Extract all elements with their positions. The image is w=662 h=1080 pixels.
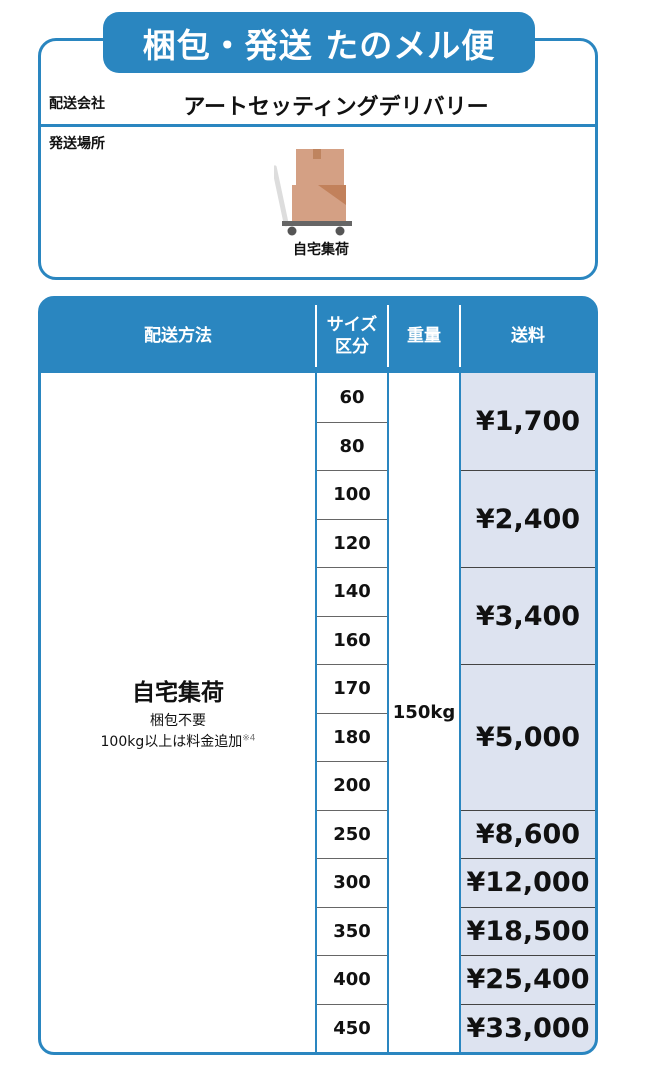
- location-label: 発送場所: [49, 136, 105, 152]
- header-method: 配送方法: [144, 325, 212, 346]
- size-cell: 180: [317, 712, 387, 761]
- header-size-line2: 区分: [335, 337, 369, 357]
- footnote-mark: ※4: [242, 732, 256, 743]
- header-separator: [459, 305, 461, 367]
- shipping-rate-table: 配送方法 サイズ 区分 重量 送料 自宅集荷 梱包不要 100kg以上は料金追加…: [38, 296, 598, 1055]
- method-sub2: 100kg以上は料金追加: [100, 733, 243, 750]
- method-sub1: 梱包不要: [150, 713, 206, 730]
- shipping-info-card: 配送会社 アートセッティングデリバリー 発送場所 自宅集荷: [38, 38, 598, 280]
- method-cell: 自宅集荷 梱包不要 100kg以上は料金追加※4: [41, 373, 315, 1052]
- price-cell: ¥5,000: [461, 664, 595, 810]
- company-label: 配送会社: [49, 96, 105, 112]
- location-value: 自宅集荷: [293, 242, 349, 258]
- price-cell: ¥3,400: [461, 567, 595, 664]
- price-cell: ¥1,700: [461, 373, 595, 470]
- header-size: サイズ 区分: [317, 299, 387, 373]
- size-cell: 250: [317, 809, 387, 858]
- size-cell: 100: [317, 470, 387, 519]
- size-cell: 400: [317, 955, 387, 1004]
- size-cell: 170: [317, 664, 387, 713]
- header-price: 送料: [511, 325, 545, 346]
- table-body: 自宅集荷 梱包不要 100kg以上は料金追加※4 150kg 60 80 100 12…: [41, 373, 595, 1052]
- price-cell: ¥2,400: [461, 470, 595, 567]
- price-cell: ¥12,000: [461, 858, 595, 907]
- table-header: 配送方法 サイズ 区分 重量 送料: [41, 299, 595, 373]
- size-cell: 80: [317, 421, 387, 470]
- size-cell: 350: [317, 906, 387, 955]
- cart-with-boxes-icon: [274, 149, 352, 236]
- weight-cell: 150kg: [389, 373, 459, 1052]
- size-cell: 140: [317, 567, 387, 616]
- header-size-line1: サイズ: [326, 314, 378, 335]
- price-cell: ¥18,500: [461, 906, 595, 955]
- size-cell: 60: [317, 373, 387, 422]
- method-sub2-wrap: 100kg以上は料金追加※4: [101, 732, 256, 752]
- size-cell: 120: [317, 518, 387, 567]
- size-cell: 450: [317, 1003, 387, 1052]
- price-cell: ¥33,000: [461, 1003, 595, 1052]
- size-cell: 200: [317, 761, 387, 810]
- company-value: アートセッティングデリバリー: [183, 95, 489, 120]
- size-cell: 300: [317, 858, 387, 907]
- page-title: 梱包・発送 たのメル便: [103, 12, 535, 73]
- header-weight: 重量: [407, 325, 441, 346]
- method-title: 自宅集荷: [132, 680, 224, 707]
- size-cell: 160: [317, 615, 387, 664]
- header-separator: [387, 305, 389, 367]
- header-separator: [315, 305, 317, 367]
- price-cell: ¥25,400: [461, 955, 595, 1004]
- divider: [41, 124, 595, 127]
- price-cell: ¥8,600: [461, 809, 595, 858]
